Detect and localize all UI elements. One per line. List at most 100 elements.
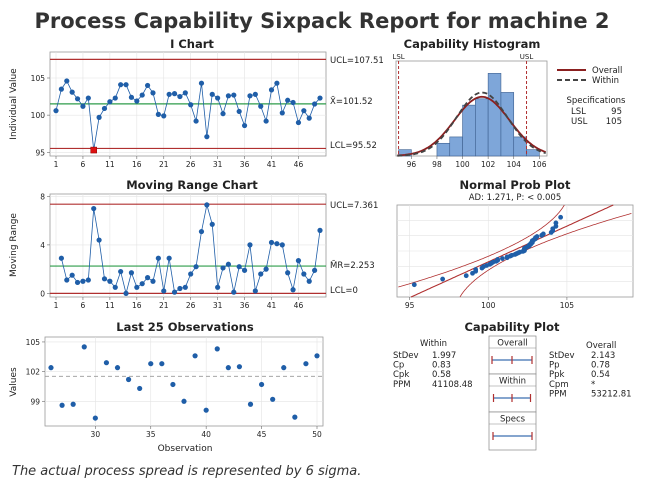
overall-stat-value: 2.143 bbox=[591, 351, 615, 361]
ic-xtick-label: 31 bbox=[213, 160, 223, 169]
l25-xtick-label: 35 bbox=[146, 430, 156, 439]
mr-point bbox=[225, 261, 232, 267]
last25-ylabel: Values bbox=[9, 367, 19, 397]
mr-point bbox=[193, 264, 199, 270]
mr-point bbox=[258, 271, 264, 277]
mr-point bbox=[209, 221, 215, 227]
l25-point bbox=[203, 407, 209, 413]
overall-stat-value: 0.54 bbox=[591, 370, 610, 380]
ic-point bbox=[274, 80, 280, 86]
normal-prob-plot: Normal Prob Plot AD: 1.271, P: < 0.005 9… bbox=[396, 178, 634, 310]
l25-xtick-label: 30 bbox=[91, 430, 101, 439]
normal-prob-point bbox=[411, 282, 417, 288]
normal-prob-ci-lower bbox=[398, 204, 565, 288]
capability-histogram: Capability Histogram 96 98 100 102 104 106 LS… bbox=[392, 37, 626, 169]
last25-plot-area bbox=[44, 336, 324, 427]
ic-xtick-label: 36 bbox=[240, 160, 250, 169]
mr-ytick-label: 8 bbox=[40, 192, 45, 201]
ic-xtick-label: 46 bbox=[294, 160, 304, 169]
ic-point bbox=[241, 122, 248, 129]
mr-point bbox=[274, 241, 280, 247]
ic-point bbox=[220, 111, 226, 117]
mr-point bbox=[64, 277, 70, 283]
mr-point bbox=[268, 239, 275, 246]
histogram-xtick-label: 102 bbox=[481, 160, 496, 169]
overall-heading: Overall bbox=[586, 341, 616, 351]
mr-xtick-label: 41 bbox=[267, 301, 277, 310]
ic-point bbox=[101, 105, 108, 112]
within-stat-value: 0.58 bbox=[432, 370, 451, 380]
normal-prob-xtick-label: 105 bbox=[560, 301, 575, 310]
mr-point bbox=[58, 255, 64, 261]
mr-point bbox=[144, 275, 151, 281]
l25-ytick-label: 105 bbox=[26, 338, 41, 347]
mr-point bbox=[295, 258, 302, 264]
l25-ytick-label: 99 bbox=[30, 397, 40, 406]
histogram-bar bbox=[475, 98, 489, 157]
l25-point bbox=[192, 353, 198, 359]
mr-point bbox=[177, 285, 183, 292]
ic-point bbox=[231, 92, 237, 98]
ic-xtick-label: 21 bbox=[159, 160, 169, 169]
normal-prob-fit-line bbox=[410, 204, 614, 298]
ic-point bbox=[53, 108, 59, 114]
l25-point bbox=[170, 381, 176, 388]
normal-prob-point bbox=[463, 273, 469, 279]
ic-point bbox=[193, 118, 199, 124]
overall-stat-value: 0.78 bbox=[591, 361, 610, 371]
ic-point bbox=[204, 134, 210, 140]
ic-point bbox=[171, 91, 178, 97]
report-title: Process Capability Sixpack Report for ma… bbox=[35, 9, 610, 33]
mr-point bbox=[107, 278, 113, 284]
l25-point bbox=[292, 414, 298, 420]
spec-usl-value: 105 bbox=[606, 117, 622, 127]
mr-point bbox=[241, 267, 248, 273]
ic-point bbox=[112, 95, 118, 101]
ic-point bbox=[236, 108, 242, 115]
l25-point bbox=[247, 401, 254, 407]
capability-box-label: Specs bbox=[500, 415, 526, 425]
l25-point bbox=[236, 364, 243, 370]
mr-point bbox=[123, 290, 129, 296]
mr-point bbox=[215, 284, 221, 290]
histogram-lsl-label: LSL bbox=[392, 53, 404, 61]
l25-point bbox=[314, 353, 320, 359]
capability-box-label: Overall bbox=[497, 339, 527, 349]
l25-point bbox=[225, 365, 231, 371]
overall-stat-name: Pp bbox=[549, 361, 560, 371]
l25-point bbox=[114, 365, 121, 371]
ic-point bbox=[69, 89, 75, 95]
capability-box bbox=[488, 335, 537, 375]
histogram-xtick-label: 98 bbox=[432, 160, 442, 169]
normal-prob-xtick-label: 95 bbox=[405, 301, 415, 310]
i-chart-lcl-label: LCL=95.52 bbox=[330, 141, 377, 151]
l25-point bbox=[214, 346, 220, 352]
mr-point bbox=[198, 228, 205, 235]
ic-point bbox=[258, 103, 264, 109]
i-chart-ucl-label: UCL=107.51 bbox=[330, 56, 384, 66]
ic-point bbox=[285, 97, 291, 103]
overall-stat-name: PPM bbox=[549, 389, 567, 399]
legend-overall-label: Overall bbox=[592, 66, 622, 76]
normal-prob-subtitle: AD: 1.271, P: < 0.005 bbox=[469, 193, 562, 203]
ic-point bbox=[252, 91, 258, 97]
histogram-bar bbox=[449, 136, 463, 157]
i-chart-center-label: X̄=101.52 bbox=[330, 95, 373, 107]
ic-point bbox=[58, 86, 64, 92]
overall-normal-curve bbox=[397, 95, 546, 157]
ic-point bbox=[306, 115, 312, 121]
mr-point bbox=[96, 237, 102, 243]
histogram-bar bbox=[462, 104, 476, 157]
mr-xtick-label: 16 bbox=[132, 301, 142, 310]
normal-prob-point bbox=[553, 223, 559, 229]
within-stat-name: Cpk bbox=[393, 370, 409, 380]
legend-within-label: Within bbox=[592, 76, 619, 86]
l25-point bbox=[148, 361, 154, 367]
ic-point bbox=[209, 91, 215, 97]
mr-point bbox=[85, 277, 91, 283]
mr-chart-title: Moving Range Chart bbox=[126, 178, 258, 192]
normal-prob-point bbox=[540, 231, 546, 237]
mr-xtick-label: 21 bbox=[159, 301, 169, 310]
mr-xtick-label: 1 bbox=[54, 301, 59, 310]
last25-chart: Last 25 Observations Values Observation … bbox=[9, 320, 324, 454]
